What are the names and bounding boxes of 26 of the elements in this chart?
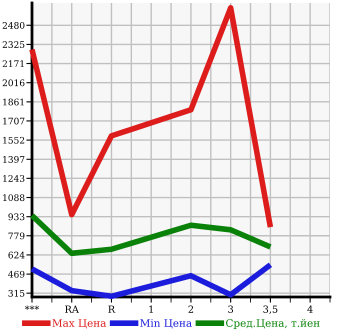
- y-tick-label: 1243: [3, 175, 24, 182]
- legend-label: Max Цена: [52, 319, 106, 328]
- y-tick-label: 1088: [3, 194, 24, 202]
- y-tick-label: 469: [8, 270, 24, 278]
- x-tick-label: 3,5: [263, 306, 278, 314]
- y-tick-label: 624: [8, 252, 25, 258]
- y-tick-label: 2480: [2, 22, 24, 29]
- y-tick-label: 1552: [3, 136, 24, 144]
- y-tick-label: 1707: [3, 118, 24, 124]
- y-tick-label: 1861: [3, 98, 24, 106]
- x-tick-label: 1: [149, 306, 153, 313]
- y-tick-label: 779: [8, 232, 24, 240]
- y-tick-label: 2325: [2, 41, 24, 48]
- y-tick-label: 2016: [2, 79, 24, 86]
- x-tick-label: R: [108, 306, 116, 313]
- y-tick-label: 933: [8, 213, 24, 220]
- x-tick-label: 3: [228, 306, 234, 313]
- legend-label: Min Цена: [140, 319, 192, 328]
- x-tick-label: 2: [188, 306, 194, 313]
- y-tick-label: 315: [8, 290, 24, 297]
- y-tick-label: 2171: [2, 60, 24, 67]
- y-tick-label: 1397: [3, 156, 24, 163]
- x-tick-label: 4: [307, 306, 313, 313]
- x-tick-label: ***: [24, 306, 40, 310]
- x-tick-label: RA: [65, 306, 79, 313]
- legend-label: Сред.Цена, т.йен: [226, 319, 320, 329]
